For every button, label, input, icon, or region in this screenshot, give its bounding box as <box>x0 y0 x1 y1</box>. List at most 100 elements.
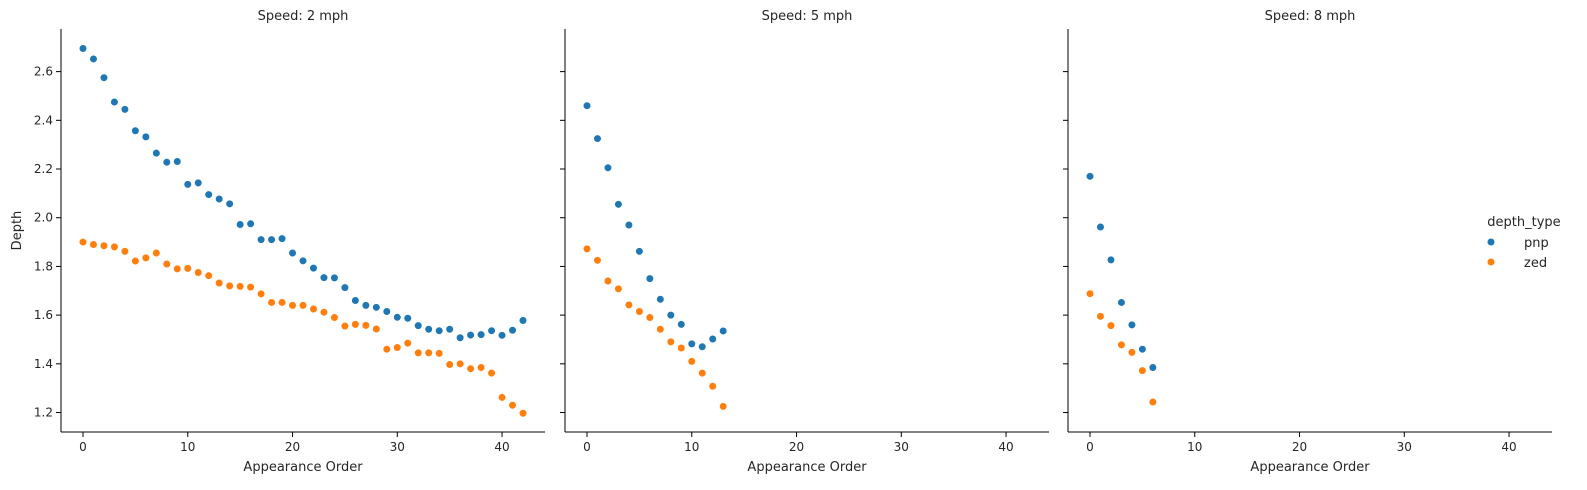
data-point-pnp <box>340 283 350 292</box>
data-point-zed <box>78 237 88 247</box>
data-point-zed <box>120 247 130 256</box>
legend-label-pnp: pnp <box>1524 236 1549 251</box>
data-point-pnp <box>288 248 297 258</box>
y-tick-label: 1.8 <box>34 259 53 273</box>
data-point-pnp <box>508 326 517 335</box>
data-point-zed <box>309 304 318 314</box>
panel-2: Speed: 5 mph 0 10 20 30 40 Appearance Order <box>560 9 1049 475</box>
data-point-zed <box>330 313 339 322</box>
data-point-zed <box>225 281 234 290</box>
data-point-pnp <box>361 301 370 310</box>
x-tick-label: 10 <box>684 440 699 454</box>
data-point-pnp <box>414 321 423 330</box>
data-point-pnp <box>236 220 245 229</box>
data-point-zed <box>173 264 182 273</box>
x-tick-label: 10 <box>1187 440 1202 454</box>
data-point-zed <box>131 256 140 266</box>
data-point-zed <box>340 321 350 331</box>
data-point-zed <box>382 345 391 354</box>
data-point-pnp <box>267 235 276 244</box>
data-point-zed <box>687 357 696 366</box>
legend-title: depth_type <box>1487 215 1560 230</box>
x-axis-label: Appearance Order <box>1250 460 1370 475</box>
y-tick-label: 1.4 <box>34 357 53 371</box>
data-point-pnp <box>518 316 528 325</box>
data-point-zed <box>656 325 665 334</box>
data-point-pnp <box>1085 172 1095 181</box>
data-point-zed <box>1138 366 1147 375</box>
y-tick-label: 1.6 <box>34 308 53 322</box>
data-point-zed <box>593 256 602 265</box>
data-point-pnp <box>582 101 592 110</box>
legend-marker-pnp <box>1486 237 1496 247</box>
y-tick-label: 2.4 <box>34 113 53 127</box>
series-pnp <box>78 44 528 342</box>
data-point-pnp <box>246 219 255 228</box>
x-tick-label: 0 <box>583 440 591 454</box>
y-tick-label: 2.6 <box>34 65 53 79</box>
data-point-pnp <box>466 330 475 340</box>
data-point-zed <box>319 308 329 317</box>
data-point-zed <box>403 339 412 348</box>
data-point-zed <box>99 241 109 250</box>
data-point-pnp <box>645 274 654 283</box>
data-point-zed <box>204 271 213 280</box>
data-point-pnp <box>204 190 213 199</box>
data-point-pnp <box>141 132 150 141</box>
y-tick-label: 1.2 <box>34 406 53 420</box>
data-point-zed <box>256 289 266 299</box>
panel-3: Speed: 8 mph 0 10 20 30 40 Appearance Order <box>1063 9 1552 475</box>
data-point-zed <box>141 253 150 262</box>
data-point-zed <box>1106 321 1116 330</box>
series-pnp <box>1085 172 1157 372</box>
data-point-zed <box>476 363 486 372</box>
data-point-pnp <box>215 194 224 204</box>
data-point-pnp <box>78 44 88 53</box>
data-point-pnp <box>497 331 507 340</box>
data-point-zed <box>677 343 686 353</box>
data-point-zed <box>708 382 717 391</box>
data-point-zed <box>361 321 370 330</box>
data-point-zed <box>372 324 381 334</box>
data-point-pnp <box>225 199 234 208</box>
data-point-pnp <box>719 326 728 336</box>
data-point-zed <box>246 283 255 292</box>
data-point-pnp <box>635 247 644 256</box>
y-axis-label: Depth <box>10 211 25 251</box>
data-point-zed <box>456 359 465 368</box>
data-point-pnp <box>1127 320 1137 329</box>
x-axis-label: Appearance Order <box>243 460 363 475</box>
data-point-zed <box>194 268 203 277</box>
data-point-zed <box>89 240 98 249</box>
data-point-pnp <box>476 330 486 339</box>
data-point-zed <box>666 337 675 347</box>
data-point-pnp <box>1138 345 1147 354</box>
data-point-pnp <box>487 326 496 335</box>
data-point-zed <box>497 393 507 402</box>
data-point-pnp <box>708 334 717 344</box>
data-point-zed <box>393 343 402 352</box>
data-point-pnp <box>309 264 318 273</box>
data-point-pnp <box>99 73 109 82</box>
data-point-pnp <box>256 235 266 244</box>
x-tick-label: 20 <box>1292 440 1307 454</box>
data-point-pnp <box>393 313 402 322</box>
data-point-zed <box>487 368 496 378</box>
panel-1: Speed: 2 mph 0 10 20 30 40 1.2 1.4 1.6 1.8 2.0 2.2 2… <box>10 9 545 475</box>
data-point-pnp <box>162 158 171 167</box>
data-point-pnp <box>614 200 623 209</box>
data-point-zed <box>582 244 592 253</box>
data-point-zed <box>183 264 192 273</box>
panel-title: Speed: 8 mph <box>1265 9 1356 24</box>
data-point-zed <box>288 301 297 310</box>
data-point-pnp <box>456 333 465 342</box>
data-point-zed <box>466 364 475 373</box>
legend-marker-zed <box>1486 257 1496 267</box>
x-tick-label: 30 <box>390 440 405 454</box>
data-point-zed <box>162 259 171 269</box>
legend-items: pnp zed <box>1486 236 1549 271</box>
data-point-zed <box>635 307 644 316</box>
data-point-zed <box>645 313 654 322</box>
data-point-zed <box>508 401 517 410</box>
data-point-pnp <box>330 273 339 282</box>
